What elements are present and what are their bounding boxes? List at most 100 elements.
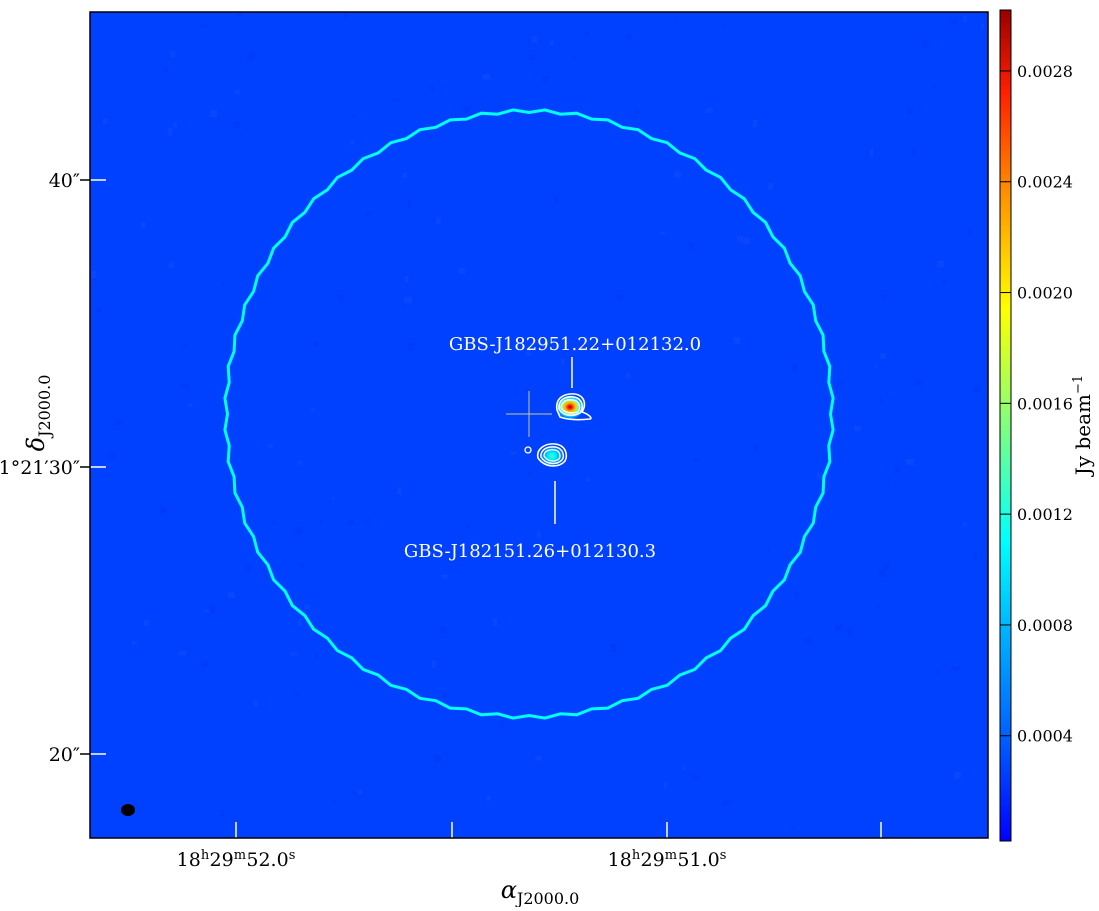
noise-speckle [268, 444, 274, 448]
y-axis-tick-marks [80, 179, 106, 755]
noise-speckle [967, 229, 971, 236]
noise-speckle [227, 591, 235, 599]
noise-speckle [674, 171, 682, 178]
map-panel: GBS-J182951.22+012132.0 GBS-J182151.26+0… [80, 11, 989, 839]
noise-speckle [548, 40, 554, 45]
noise-speckle [209, 605, 216, 614]
noise-speckle [791, 363, 798, 371]
x-axis-tick-marks [235, 822, 882, 838]
noise-speckle [466, 522, 471, 528]
noise-speckle [427, 133, 433, 139]
noise-speckle [402, 172, 408, 179]
noise-speckle [246, 564, 251, 572]
noise-speckle [933, 670, 939, 674]
noise-speckle [893, 466, 900, 474]
noise-speckle [584, 31, 590, 37]
noise-speckle [880, 352, 886, 360]
noise-speckle [534, 755, 542, 761]
noise-speckle [482, 73, 491, 80]
noise-speckle [351, 113, 355, 118]
noise-speckle [442, 692, 447, 698]
colorbar-tick-label: 0.0008 [1017, 616, 1073, 635]
noise-speckle [403, 299, 408, 307]
noise-speckle [404, 275, 409, 283]
noise-speckle [911, 149, 916, 156]
source-1-emission [555, 393, 592, 421]
noise-speckle [541, 76, 550, 83]
noise-speckle [973, 552, 978, 559]
y-tick-label: 20″ [49, 744, 80, 766]
noise-speckle [406, 551, 413, 559]
noise-speckle [441, 574, 448, 579]
noise-speckle [962, 522, 968, 527]
noise-speckle [366, 516, 370, 523]
noise-speckle [314, 652, 319, 659]
noise-speckle [350, 139, 355, 145]
noise-speckle [951, 18, 957, 25]
noise-speckle [350, 791, 358, 795]
noise-speckle [722, 645, 729, 652]
noise-speckle [951, 666, 960, 672]
y-tick-label: 1°21′30″ [0, 457, 80, 479]
colorbar-tick-label: 0.0020 [1017, 284, 1073, 303]
noise-speckle [766, 547, 771, 552]
x-tick-label: 18h 29m 51.0s [608, 848, 727, 871]
phase-center-cross [506, 391, 552, 437]
noise-speckle [877, 603, 881, 609]
noise-speckle [159, 506, 168, 515]
noise-speckle [905, 458, 914, 466]
noise-speckle [561, 357, 565, 366]
map-frame [89, 11, 989, 839]
noise-speckle [835, 624, 842, 631]
noise-speckle [980, 23, 984, 28]
noise-speckle [144, 620, 150, 626]
noise-speckle [221, 281, 225, 287]
noise-speckle [236, 12, 243, 17]
primary-beam-circle [223, 108, 835, 720]
noise-speckle [736, 236, 745, 242]
noise-speckle [963, 16, 967, 23]
noise-speckle [203, 609, 211, 613]
background-noise [91, 12, 984, 831]
noise-speckle [295, 693, 299, 697]
noise-speckle [921, 39, 929, 48]
noise-speckle [571, 55, 578, 59]
source-2-label: GBS-J182151.26+012130.3 [404, 541, 656, 562]
noise-speckle [403, 296, 412, 304]
noise-speckle [187, 403, 193, 408]
noise-speckle [510, 451, 517, 455]
noise-speckle [931, 85, 937, 89]
colorbar-tick-label: 0.0012 [1017, 505, 1073, 524]
noise-speckle [115, 419, 122, 426]
noise-speckle [304, 604, 311, 610]
synthesized-beam-ellipse [121, 804, 135, 816]
noise-speckle [705, 107, 713, 113]
noise-speckle [682, 765, 686, 770]
noise-speckle [131, 640, 137, 646]
noise-speckle [183, 344, 188, 349]
noise-speckle [338, 294, 344, 302]
noise-speckle [432, 660, 436, 668]
noise-speckle [752, 120, 758, 127]
noise-speckle [936, 260, 945, 268]
noise-speckle [271, 520, 276, 526]
noise-speckle [953, 772, 962, 779]
noise-speckle [343, 12, 349, 19]
noise-speckle [805, 638, 812, 645]
noise-speckle [527, 471, 532, 477]
colorbar-tick-label: 0.0016 [1017, 394, 1073, 413]
noise-speckle [313, 341, 320, 347]
noise-speckle [365, 211, 372, 217]
noise-speckle [108, 452, 116, 460]
noise-speckle [693, 774, 698, 781]
noise-speckle [837, 381, 844, 386]
noise-speckle [201, 662, 210, 667]
noise-speckle [182, 383, 189, 388]
noise-speckle [234, 89, 240, 95]
noise-speckle [878, 569, 885, 577]
noise-speckle [167, 128, 173, 136]
source-1-label: GBS-J182951.22+012132.0 [449, 334, 701, 355]
map-background [90, 12, 988, 838]
noise-speckle [311, 408, 315, 412]
